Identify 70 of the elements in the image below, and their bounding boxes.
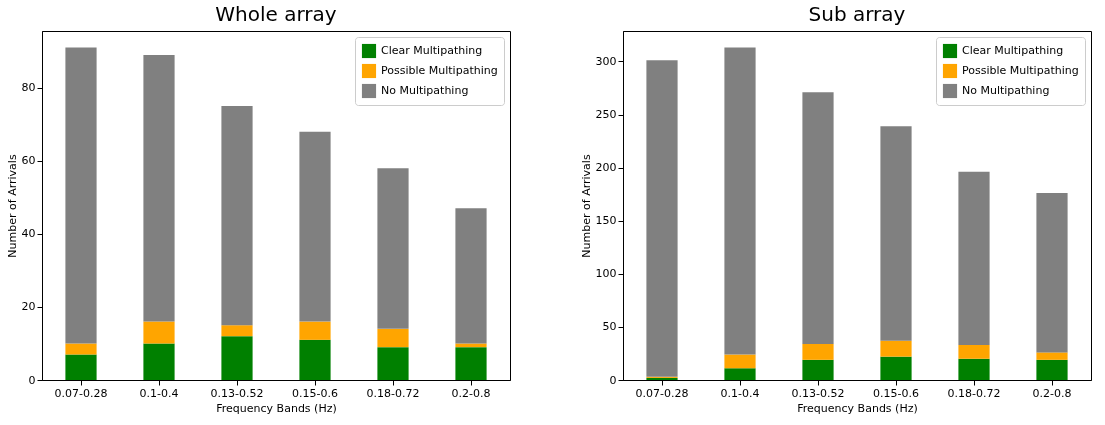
x-tick-label: 0.15-0.6 xyxy=(292,386,338,400)
y-tick-label: 50 xyxy=(602,320,617,334)
bar xyxy=(455,343,487,348)
bar xyxy=(65,343,97,355)
bar xyxy=(880,340,912,357)
y-tick-label: 150 xyxy=(595,214,617,228)
bar xyxy=(724,354,756,369)
bar xyxy=(455,347,487,380)
bar xyxy=(802,343,834,360)
x-tick-label: 0.2-0.8 xyxy=(451,386,491,400)
y-tick-label: 40 xyxy=(21,227,36,241)
y-tick-label: 20 xyxy=(21,300,36,314)
bar xyxy=(958,358,990,380)
x-tick-label: 0.07-0.28 xyxy=(54,386,108,400)
bar xyxy=(724,368,756,380)
legend-label: Clear Multipathing xyxy=(381,44,483,57)
chart-title: Sub array xyxy=(808,2,906,26)
bar xyxy=(377,328,409,348)
y-tick-label: 250 xyxy=(595,108,617,122)
y-tick-label: 100 xyxy=(595,267,617,281)
y-tick-label: 0 xyxy=(609,373,617,387)
bar xyxy=(1036,359,1068,380)
bar xyxy=(724,47,756,355)
x-tick-label: 0.07-0.28 xyxy=(635,386,689,400)
bar xyxy=(221,336,253,380)
bar xyxy=(646,60,678,377)
y-axis-title: Number of Arrivals xyxy=(5,154,19,258)
bar xyxy=(958,171,990,345)
x-axis-title: Frequency Bands (Hz) xyxy=(797,401,918,415)
x-tick-label: 0.1-0.4 xyxy=(720,386,760,400)
bar xyxy=(65,47,97,344)
bar xyxy=(221,106,253,326)
legend-label: No Multipathing xyxy=(381,84,469,97)
x-tick-label: 0.18-0.72 xyxy=(366,386,420,400)
bar xyxy=(143,54,175,322)
x-tick-label: 0.18-0.72 xyxy=(947,386,1001,400)
bar xyxy=(802,92,834,344)
y-tick-label: 80 xyxy=(21,81,36,95)
bar xyxy=(958,344,990,359)
bar xyxy=(880,126,912,341)
chart-title: Whole array xyxy=(215,2,337,26)
bar xyxy=(802,359,834,380)
legend-label: Possible Multipathing xyxy=(962,64,1079,77)
bar xyxy=(1036,193,1068,353)
y-tick-label: 200 xyxy=(595,161,617,175)
bar xyxy=(377,168,409,329)
bar xyxy=(1036,352,1068,360)
bar xyxy=(377,347,409,380)
legend-label: Possible Multipathing xyxy=(381,64,498,77)
x-tick-label: 0.13-0.52 xyxy=(210,386,264,400)
x-tick-label: 0.15-0.6 xyxy=(873,386,919,400)
bar xyxy=(299,339,331,380)
bar xyxy=(880,356,912,380)
y-tick-label: 300 xyxy=(595,54,617,68)
x-axis-title: Frequency Bands (Hz) xyxy=(216,401,337,415)
bar xyxy=(65,354,97,380)
x-tick-label: 0.1-0.4 xyxy=(139,386,179,400)
bar xyxy=(221,325,253,337)
bar xyxy=(299,321,331,340)
bar xyxy=(455,208,487,344)
x-tick-label: 0.2-0.8 xyxy=(1032,386,1072,400)
y-tick-label: 60 xyxy=(21,154,36,168)
bar xyxy=(299,131,331,322)
legend-label: Clear Multipathing xyxy=(962,44,1064,57)
y-axis-title: Number of Arrivals xyxy=(579,154,593,258)
x-tick-label: 0.13-0.52 xyxy=(791,386,845,400)
bar xyxy=(143,343,175,380)
y-tick-label: 0 xyxy=(28,373,36,387)
legend-label: No Multipathing xyxy=(962,84,1050,97)
bar xyxy=(143,321,175,344)
